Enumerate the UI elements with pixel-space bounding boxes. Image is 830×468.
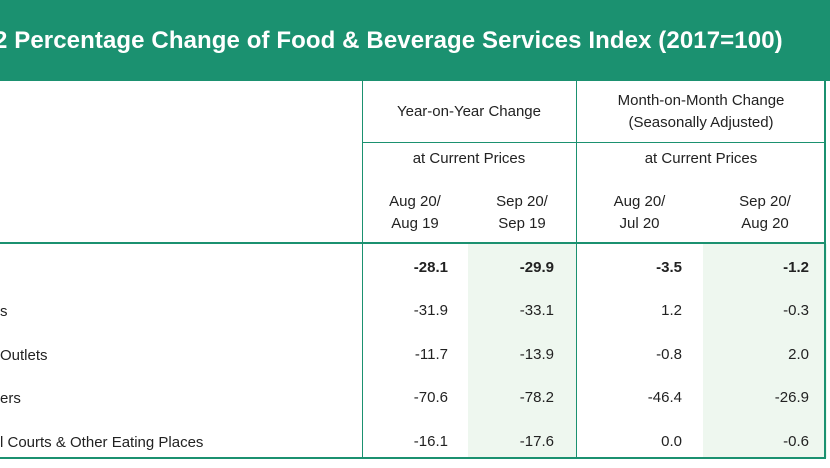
table-cell: -0.6 — [783, 433, 809, 450]
table-cell: -28.1 — [413, 259, 448, 276]
header-mom-line1: Month-on-Month Change — [617, 91, 785, 109]
table-cell: -11.7 — [414, 346, 448, 363]
table-cell: -29.9 — [519, 259, 554, 276]
row-label: ers — [0, 389, 21, 407]
table-cell: -26.9 — [774, 389, 809, 406]
col-header-4-l2: Aug 20 — [741, 215, 789, 232]
table-cell: -33.1 — [519, 302, 554, 319]
table-cell: 1.2 — [661, 302, 682, 319]
table-title-bar: 2 Percentage Change of Food & Beverage S… — [0, 0, 830, 81]
shade-col-2 — [468, 244, 576, 458]
divider-v-label — [362, 81, 363, 458]
col-header-2: Sep 20/ Sep 19 — [468, 186, 576, 240]
col-header-4-l1: Sep 20/ — [739, 193, 791, 210]
header-yoy-prices: at Current Prices — [412, 150, 526, 167]
table-cell: -13.9 — [519, 346, 554, 363]
col-header-1-l2: Aug 19 — [391, 215, 439, 232]
table-cell: -0.3 — [783, 302, 809, 319]
header-mom-line2: (Seasonally Adjusted) — [628, 113, 774, 131]
header-mom-prices: at Current Prices — [644, 150, 758, 167]
table-cell: -78.2 — [519, 389, 554, 406]
col-header-3: Aug 20/ Jul 20 — [576, 186, 703, 240]
table-cell: -31.9 — [413, 302, 448, 319]
col-header-4: Sep 20/ Aug 20 — [703, 186, 827, 240]
col-header-2-l1: Sep 20/ — [496, 193, 548, 210]
col-header-3-l1: Aug 20/ — [613, 193, 666, 210]
table-cell: -46.4 — [647, 389, 682, 406]
divider-v-yoy-mom — [576, 81, 577, 458]
col-header-2-l2: Sep 19 — [498, 215, 546, 232]
row-label: Outlets — [0, 346, 48, 364]
col-header-1: Aug 20/ Aug 19 — [362, 186, 468, 240]
header-mom: Month-on-Month Change (Seasonally Adjust… — [576, 81, 826, 142]
table-cell: -17.6 — [519, 433, 554, 450]
table-cell: -0.8 — [656, 346, 682, 363]
table-cell: 2.0 — [788, 346, 809, 363]
table-cell: -16.1 — [413, 433, 448, 450]
row-label: l Courts & Other Eating Places — [0, 433, 204, 451]
table-cell: 0.0 — [661, 433, 682, 450]
table-border — [0, 81, 826, 459]
table-cell: -3.5 — [656, 259, 682, 276]
header-yoy: Year-on-Year Change — [396, 102, 541, 120]
row-label: s — [0, 302, 8, 320]
divider-h-header1 — [362, 142, 826, 143]
col-header-3-l2: Jul 20 — [619, 215, 660, 232]
divider-h-header-end — [0, 242, 826, 244]
table-title: 2 Percentage Change of Food & Beverage S… — [0, 26, 783, 54]
shade-col-4 — [703, 244, 827, 458]
table-cell: -1.2 — [783, 259, 809, 276]
col-header-1-l1: Aug 20/ — [389, 193, 441, 210]
table-cell: -70.6 — [413, 389, 448, 406]
